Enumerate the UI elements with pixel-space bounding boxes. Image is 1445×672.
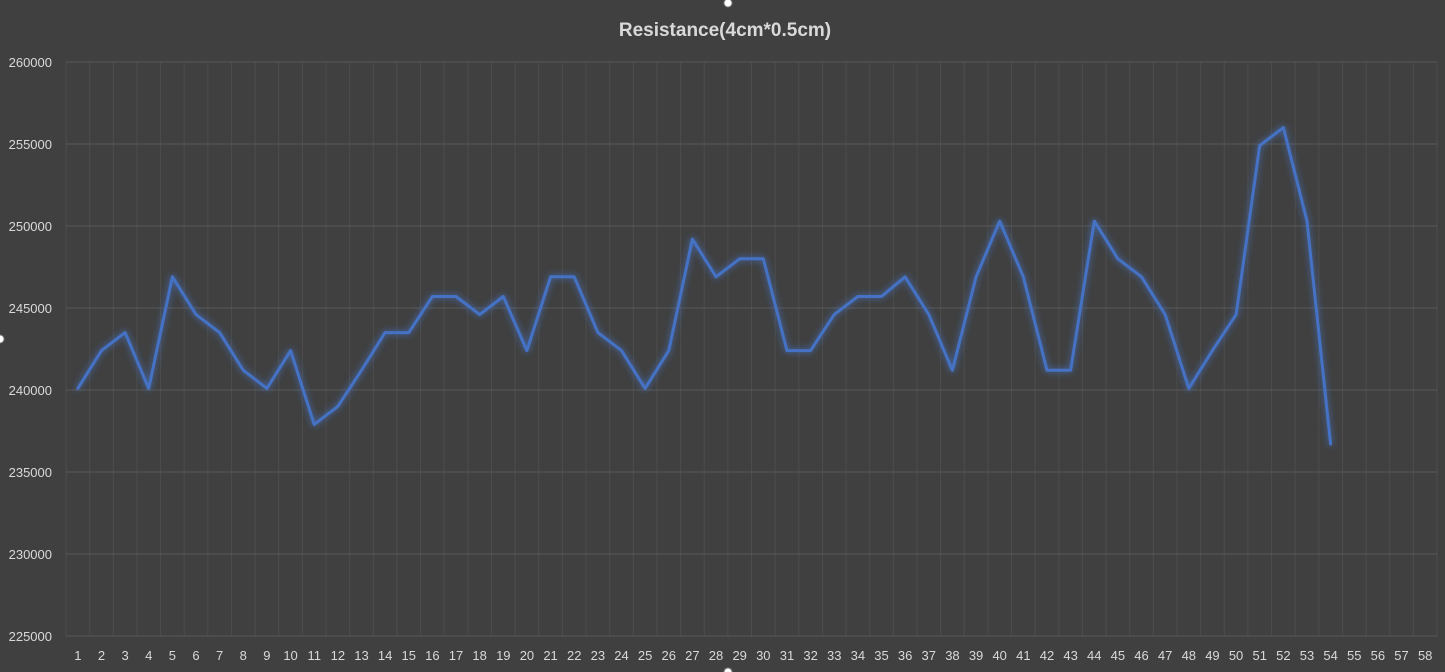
x-tick-label: 34 bbox=[851, 648, 865, 663]
resize-handle-bottom[interactable] bbox=[723, 667, 733, 672]
x-tick-label: 1 bbox=[74, 648, 81, 663]
x-tick-label: 31 bbox=[780, 648, 794, 663]
x-tick-label: 11 bbox=[307, 648, 321, 663]
chart-title: Resistance(4cm*0.5cm) bbox=[619, 20, 831, 41]
x-tick-label: 23 bbox=[591, 648, 605, 663]
x-tick-label: 15 bbox=[402, 648, 416, 663]
x-tick-label: 36 bbox=[898, 648, 912, 663]
x-tick-label: 19 bbox=[496, 648, 510, 663]
y-tick-label: 240000 bbox=[9, 383, 52, 398]
x-tick-label: 58 bbox=[1418, 648, 1432, 663]
y-tick-label: 250000 bbox=[9, 219, 52, 234]
y-tick-label: 245000 bbox=[9, 301, 52, 316]
x-tick-label: 38 bbox=[945, 648, 959, 663]
series-layer bbox=[76, 126, 1333, 446]
x-tick-label: 47 bbox=[1158, 648, 1172, 663]
x-tick-label: 7 bbox=[216, 648, 223, 663]
x-tick-label: 45 bbox=[1111, 648, 1125, 663]
y-tick-label: 230000 bbox=[9, 547, 52, 562]
x-tick-label: 55 bbox=[1347, 648, 1361, 663]
x-tick-label: 35 bbox=[874, 648, 888, 663]
x-tick-label: 49 bbox=[1205, 648, 1219, 663]
y-tick-label: 225000 bbox=[9, 629, 52, 644]
x-tick-label: 51 bbox=[1252, 648, 1266, 663]
series-line[interactable] bbox=[76, 126, 1333, 446]
x-tick-label: 21 bbox=[543, 648, 557, 663]
x-tick-label: 9 bbox=[263, 648, 270, 663]
x-tick-label: 10 bbox=[283, 648, 297, 663]
y-tick-label: 260000 bbox=[9, 55, 52, 70]
x-tick-label: 33 bbox=[827, 648, 841, 663]
y-axis-ticks: 225000 230000 235000 240000 245000 250000 2550… bbox=[9, 55, 52, 644]
x-tick-label: 29 bbox=[732, 648, 746, 663]
x-tick-label: 4 bbox=[145, 648, 152, 663]
x-tick-label: 30 bbox=[756, 648, 770, 663]
y-tick-label: 235000 bbox=[9, 465, 52, 480]
x-tick-label: 28 bbox=[709, 648, 723, 663]
x-tick-label: 53 bbox=[1300, 648, 1314, 663]
selection-handles bbox=[0, 0, 733, 672]
x-tick-label: 8 bbox=[240, 648, 247, 663]
x-tick-label: 12 bbox=[331, 648, 345, 663]
x-tick-label: 54 bbox=[1323, 648, 1337, 663]
x-tick-label: 41 bbox=[1016, 648, 1030, 663]
x-tick-label: 16 bbox=[425, 648, 439, 663]
x-tick-label: 5 bbox=[169, 648, 176, 663]
x-tick-label: 25 bbox=[638, 648, 652, 663]
x-tick-label: 2 bbox=[98, 648, 105, 663]
x-tick-label: 26 bbox=[662, 648, 676, 663]
x-tick-label: 32 bbox=[803, 648, 817, 663]
x-tick-label: 18 bbox=[472, 648, 486, 663]
x-tick-label: 43 bbox=[1063, 648, 1077, 663]
x-tick-label: 3 bbox=[121, 648, 128, 663]
resize-handle-left[interactable] bbox=[0, 334, 5, 344]
x-tick-label: 22 bbox=[567, 648, 581, 663]
x-axis-ticks: 1 2 3 4 5 6 7 8 9 10 11 12 13 14 15 16 17 18 19 20 21 22 23 24 2… bbox=[74, 648, 1432, 663]
x-tick-label: 50 bbox=[1229, 648, 1243, 663]
x-tick-label: 27 bbox=[685, 648, 699, 663]
x-tick-label: 13 bbox=[354, 648, 368, 663]
y-tick-label: 255000 bbox=[9, 137, 52, 152]
x-tick-label: 14 bbox=[378, 648, 392, 663]
x-tick-label: 24 bbox=[614, 648, 628, 663]
gridlines bbox=[65, 61, 1438, 637]
x-tick-label: 57 bbox=[1394, 648, 1408, 663]
x-tick-label: 46 bbox=[1134, 648, 1148, 663]
x-tick-label: 37 bbox=[922, 648, 936, 663]
x-tick-label: 42 bbox=[1040, 648, 1054, 663]
x-tick-label: 40 bbox=[992, 648, 1006, 663]
x-tick-label: 44 bbox=[1087, 648, 1101, 663]
x-tick-label: 48 bbox=[1182, 648, 1196, 663]
x-tick-label: 52 bbox=[1276, 648, 1290, 663]
x-tick-label: 56 bbox=[1371, 648, 1385, 663]
x-tick-label: 17 bbox=[449, 648, 463, 663]
resize-handle-top[interactable] bbox=[723, 0, 733, 8]
x-tick-label: 20 bbox=[520, 648, 534, 663]
x-tick-label: 39 bbox=[969, 648, 983, 663]
x-tick-label: 6 bbox=[192, 648, 199, 663]
